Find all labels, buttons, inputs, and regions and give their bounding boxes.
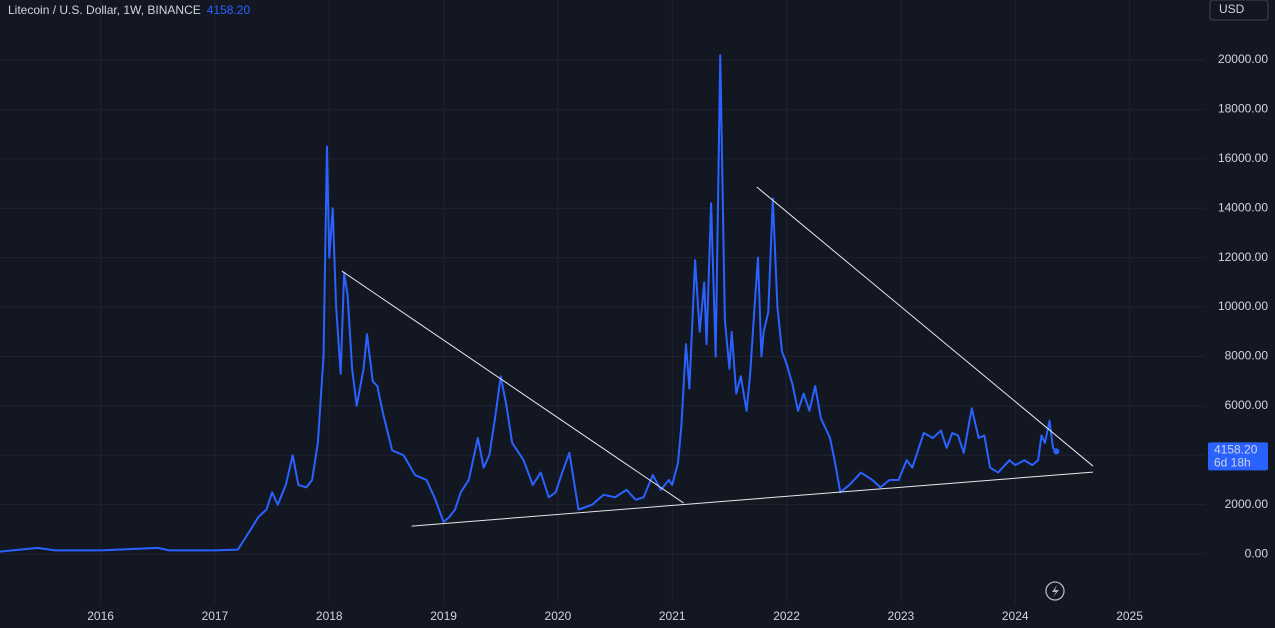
lightning-icon[interactable] — [1045, 581, 1065, 601]
last-point — [1053, 448, 1060, 455]
x-tick-label: 2021 — [659, 609, 686, 623]
y-tick-label: 16000.00 — [1218, 151, 1268, 165]
title-row: Litecoin / U.S. Dollar, 1W, BINANCE 4158… — [8, 3, 250, 17]
x-tick-label: 2020 — [545, 609, 572, 623]
axes: 0.002000.004000.006000.008000.0010000.00… — [87, 52, 1268, 623]
trend-line — [341, 270, 684, 504]
x-tick-label: 2023 — [888, 609, 915, 623]
y-tick-label: 14000.00 — [1218, 200, 1268, 214]
x-tick-label: 2025 — [1116, 609, 1143, 623]
currency-label: USD — [1219, 2, 1245, 16]
plot — [0, 54, 1094, 553]
x-tick-label: 2024 — [1002, 609, 1029, 623]
y-tick-label: 12000.00 — [1218, 250, 1268, 264]
currency-button[interactable] — [1209, 0, 1269, 21]
y-tick-label: 18000.00 — [1218, 102, 1268, 116]
y-tick-label: 2000.00 — [1225, 497, 1269, 511]
title-price: 4158.20 — [206, 3, 251, 17]
x-tick-label: 2018 — [316, 609, 343, 623]
y-tick-label: 10000.00 — [1218, 299, 1268, 313]
y-tick-label: 8000.00 — [1225, 349, 1269, 363]
y-tick-label: 6000.00 — [1225, 398, 1269, 412]
x-tick-label: 2017 — [202, 609, 229, 623]
x-tick-label: 2016 — [87, 609, 114, 623]
trend-line — [756, 186, 1094, 467]
grid — [0, 0, 1205, 603]
x-tick-label: 2019 — [430, 609, 457, 623]
y-tick-label: 20000.00 — [1218, 52, 1268, 66]
price-tag-value: 4158.20 — [1214, 443, 1258, 457]
lightning-bolt — [1052, 585, 1059, 597]
trend-line — [411, 471, 1093, 527]
price-line — [0, 54, 1058, 553]
x-tick-label: 2022 — [773, 609, 800, 623]
y-tick-label: 0.00 — [1245, 546, 1269, 560]
price-tag — [1208, 442, 1268, 471]
price-tag-countdown: 6d 18h — [1214, 456, 1251, 470]
chart-title: Litecoin / U.S. Dollar, 1W, BINANCE — [8, 3, 201, 17]
